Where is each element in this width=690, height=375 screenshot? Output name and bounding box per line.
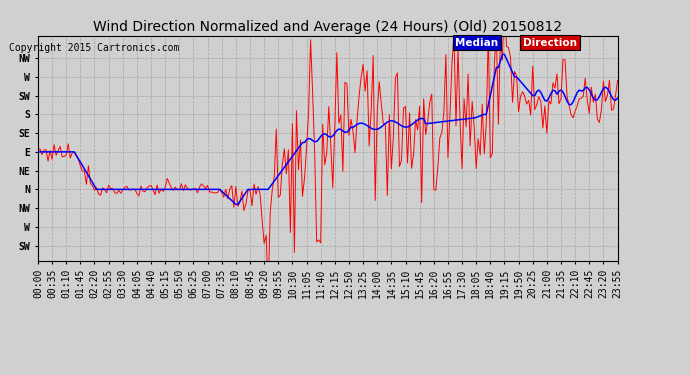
Title: Wind Direction Normalized and Average (24 Hours) (Old) 20150812: Wind Direction Normalized and Average (2… bbox=[93, 21, 562, 34]
Text: Median: Median bbox=[455, 38, 498, 48]
Text: Copyright 2015 Cartronics.com: Copyright 2015 Cartronics.com bbox=[9, 43, 179, 52]
Text: Direction: Direction bbox=[523, 38, 577, 48]
